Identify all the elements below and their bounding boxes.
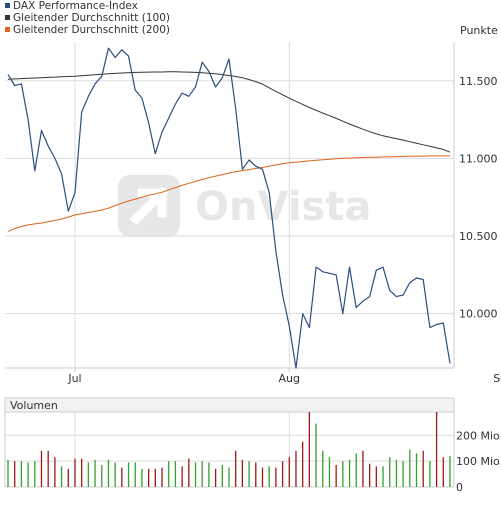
legend-label-ma100: Gleitender Durchschnitt (100) [13, 12, 170, 24]
legend-label-ma200: Gleitender Durchschnitt (200) [13, 24, 170, 36]
series-line-ma200 [7, 155, 450, 232]
legend-swatch-dax [5, 3, 10, 8]
volume-tick-label: 200 Mio. [456, 429, 501, 442]
price-tick-label: 10.000 [459, 308, 498, 321]
series-line-ma100 [7, 71, 451, 153]
onvista-logo-icon [118, 175, 180, 237]
volume-bars-layer [7, 412, 451, 487]
legend-swatch-ma100 [5, 15, 10, 20]
legend: DAX Performance-Index Gleitender Durchsc… [5, 0, 170, 36]
y-axis-label: Punkte [460, 24, 498, 37]
x-tick-label: Jul [67, 372, 81, 385]
watermark: OnVista [118, 175, 371, 237]
legend-item-dax: DAX Performance-Index [5, 0, 138, 12]
series-line-dax [7, 47, 451, 369]
volume-grid [5, 412, 454, 487]
volume-header [4, 397, 455, 413]
legend-item-ma200: Gleitender Durchschnitt (200) [5, 24, 170, 36]
legend-swatch-ma200 [5, 27, 10, 32]
volume-title: Volumen [10, 399, 58, 412]
price-grid [5, 42, 454, 372]
watermark-text: OnVista [195, 184, 371, 230]
legend-label-dax: DAX Performance-Index [13, 0, 138, 12]
x-tick-label: Sep [493, 372, 501, 385]
price-tick-label: 11.000 [459, 152, 498, 165]
tick-labels-layer: 10.000 10.500 11.000 11.500 Jul Aug Sep 0 100 Mi… [67, 75, 501, 494]
price-tick-label: 10.500 [459, 230, 498, 243]
volume-tick-label: 100 Mio. [456, 455, 501, 468]
volume-tick-label: 0 [456, 481, 463, 494]
price-series-layer [7, 47, 451, 369]
legend-item-ma100: Gleitender Durchschnitt (100) [5, 12, 170, 24]
x-tick-label: Aug [279, 372, 300, 385]
price-tick-label: 11.500 [459, 75, 498, 88]
